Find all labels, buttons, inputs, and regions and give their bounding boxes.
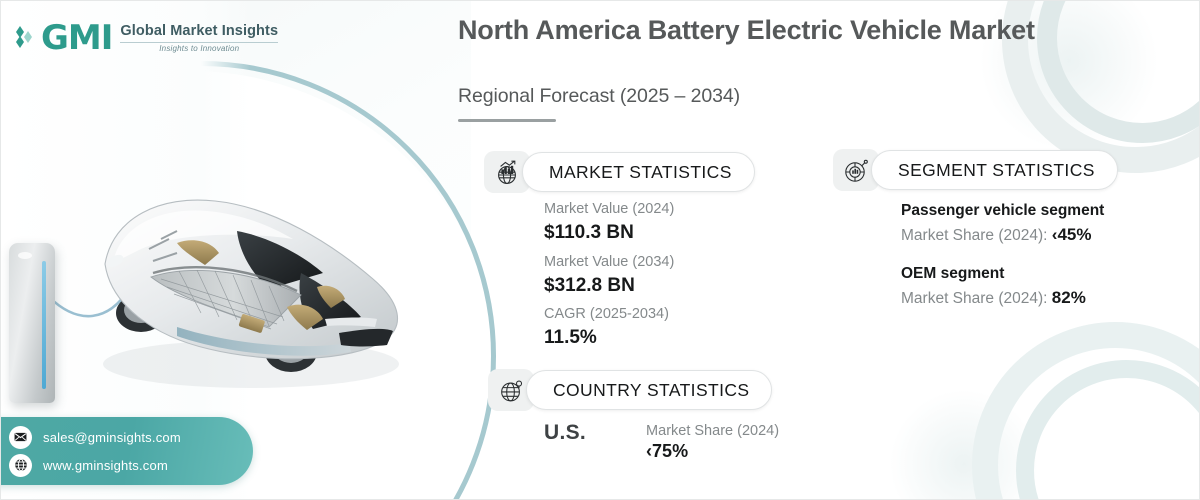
contact-email-row[interactable]: sales@gminsights.com [9, 425, 253, 449]
market-statistics-badge: MARKET STATISTICS [484, 151, 755, 193]
cagr-value: 11.5% [544, 327, 597, 349]
segment-statistics-pill: SEGMENT STATISTICS [871, 150, 1118, 190]
segment-1-share: Market Share (2024): ‹45% [901, 222, 1104, 248]
segment-statistics-badge: SEGMENT STATISTICS [833, 149, 1118, 191]
logo-abbr: GMI [41, 18, 113, 58]
segment-1-share-label: Market Share (2024): [901, 227, 1048, 245]
country-row: U.S. Market Share (2024) ‹75% [544, 421, 924, 462]
corner-ring-bottom-right-outer [972, 322, 1199, 499]
market-value-2024-value: $110.3 BN [544, 222, 634, 244]
country-statistics-label: COUNTRY STATISTICS [553, 379, 750, 400]
market-value-2034-label: Market Value (2034) [544, 253, 675, 270]
diamond-cluster-icon [16, 26, 32, 48]
ev-illustration [1, 121, 461, 421]
segment-1-name: Passenger vehicle segment [901, 202, 1105, 219]
contact-website-row[interactable]: www.gminsights.com [9, 453, 253, 477]
segment-2-share-label: Market Share (2024): [901, 290, 1048, 307]
brand-logo[interactable]: GMI Global Market Insights Insights to I… [15, 18, 279, 58]
charger-highlight [18, 252, 32, 259]
logo-text-block: Global Market Insights Insights to Innov… [120, 23, 279, 53]
market-value-2034-value: $312.8 BN [544, 274, 635, 296]
country-share-value: ‹75% [646, 441, 689, 462]
country-share-block: Market Share (2024) ‹75% [646, 421, 779, 462]
segment-2-name: OEM segment [901, 264, 1005, 282]
logo-tagline: Insights to Innovation [159, 43, 240, 53]
logo-divider [120, 41, 279, 43]
market-value-2024-label: Market Value (2024) [544, 201, 675, 217]
segment-2-share: Market Share (2024): 82% [901, 285, 1104, 311]
market-statistics-label: MARKET STATISTICS [549, 161, 732, 182]
envelope-icon [9, 425, 32, 449]
country-name: U.S. [544, 421, 587, 444]
contact-website: www.gminsights.com [43, 457, 168, 473]
market-statistics-pill: MARKET STATISTICS [522, 152, 755, 192]
page-title: North America Battery Electric Vehicle M… [458, 15, 1035, 45]
contact-footer: sales@gminsights.com www.gminsights.com [1, 417, 253, 485]
country-statistics-badge: COUNTRY STATISTICS [488, 369, 773, 411]
country-share-label: Market Share (2024) [646, 423, 780, 439]
segment-2-share-value: 82% [1051, 288, 1086, 307]
segment-statistics-values: Passenger vehicle segment Market Share (… [901, 199, 1104, 325]
logo-company-name: Global Market Insights [120, 23, 279, 40]
corner-ring-top-right-inner [1037, 1, 1199, 143]
market-statistics-values: Market Value (2024) $110.3 BN Market Val… [544, 199, 674, 357]
segment-statistics-label: SEGMENT STATISTICS [898, 159, 1095, 180]
ev-charging-station [9, 243, 55, 403]
country-statistics-pill: COUNTRY STATISTICS [526, 370, 773, 410]
charger-light-strip [42, 261, 46, 389]
corner-ring-bottom-right-inner [1016, 360, 1199, 499]
title-divider [458, 119, 556, 122]
page-subtitle: Regional Forecast (2025 – 2034) [458, 85, 740, 107]
globe-icon [9, 453, 32, 477]
cagr-label: CAGR (2025-2034) [544, 306, 669, 323]
battery-electric-vehicle-cutaway [48, 199, 399, 388]
segment-1-share-value: ‹45% [1051, 225, 1092, 245]
contact-email: sales@gminsights.com [43, 429, 181, 445]
country-statistics-values: U.S. Market Share (2024) ‹75% [544, 421, 924, 462]
